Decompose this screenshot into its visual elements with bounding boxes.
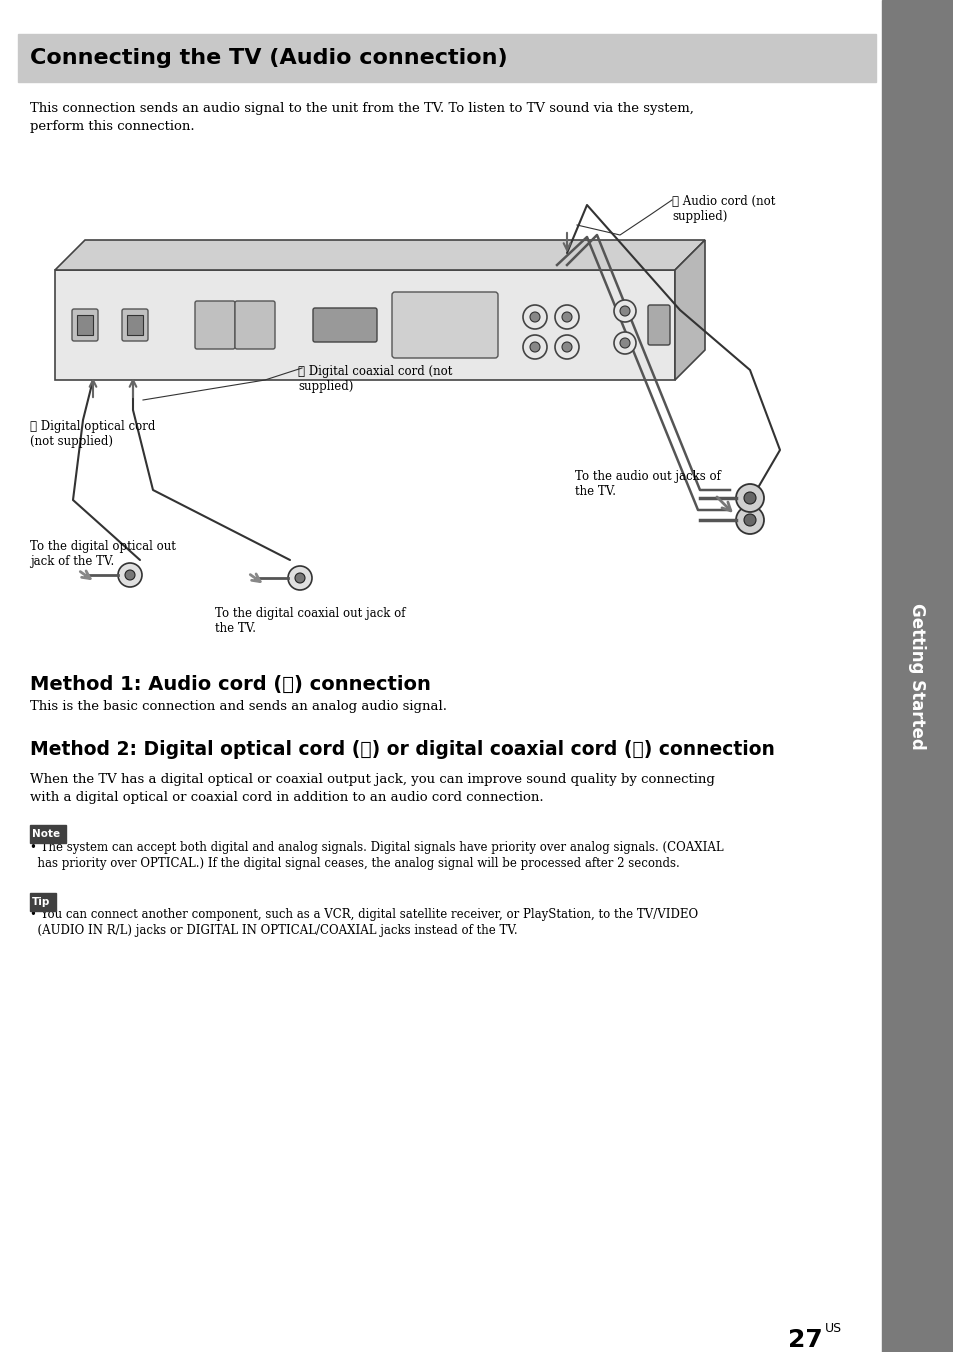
Text: To the audio out jacks of
the TV.: To the audio out jacks of the TV.: [575, 470, 720, 498]
Text: Method 1: Audio cord (ⓓ) connection: Method 1: Audio cord (ⓓ) connection: [30, 675, 431, 694]
Circle shape: [743, 514, 755, 526]
Bar: [18, 34, 875, 82]
Bar: [127, 315, 143, 335]
Polygon shape: [675, 241, 704, 380]
FancyBboxPatch shape: [313, 308, 376, 342]
FancyBboxPatch shape: [647, 306, 669, 345]
Circle shape: [619, 338, 629, 347]
FancyBboxPatch shape: [234, 301, 274, 349]
Text: • The system can accept both digital and analog signals. Digital signals have pr: • The system can accept both digital and…: [30, 841, 723, 854]
FancyBboxPatch shape: [71, 310, 98, 341]
Circle shape: [125, 571, 135, 580]
Circle shape: [735, 484, 763, 512]
Text: To the digital coaxial out jack of
the TV.: To the digital coaxial out jack of the T…: [214, 607, 405, 635]
Polygon shape: [55, 241, 704, 270]
Circle shape: [619, 306, 629, 316]
Text: ⓔ Digital optical cord
(not supplied): ⓔ Digital optical cord (not supplied): [30, 420, 155, 448]
Text: Tip: Tip: [32, 896, 51, 907]
Text: Note: Note: [32, 829, 60, 840]
Text: (AUDIO IN R/L) jacks or DIGITAL IN OPTICAL/COAXIAL jacks instead of the TV.: (AUDIO IN R/L) jacks or DIGITAL IN OPTIC…: [30, 923, 517, 937]
FancyBboxPatch shape: [194, 301, 234, 349]
FancyBboxPatch shape: [392, 292, 497, 358]
Circle shape: [614, 300, 636, 322]
Circle shape: [294, 573, 305, 583]
FancyBboxPatch shape: [122, 310, 148, 341]
Text: This is the basic connection and sends an analog audio signal.: This is the basic connection and sends a…: [30, 700, 447, 713]
Bar: [882, 0, 953, 1352]
Circle shape: [561, 312, 572, 322]
Text: To the digital optical out
jack of the TV.: To the digital optical out jack of the T…: [30, 539, 175, 568]
Circle shape: [288, 566, 312, 589]
Text: Getting Started: Getting Started: [907, 603, 925, 749]
Polygon shape: [55, 270, 675, 380]
Circle shape: [561, 342, 572, 352]
Text: • You can connect another component, such as a VCR, digital satellite receiver, : • You can connect another component, suc…: [30, 909, 698, 921]
Text: with a digital optical or coaxial cord in addition to an audio cord connection.: with a digital optical or coaxial cord i…: [30, 791, 543, 804]
Bar: [30, 825, 66, 844]
Text: This connection sends an audio signal to the unit from the TV. To listen to TV s: This connection sends an audio signal to…: [30, 101, 693, 115]
Circle shape: [743, 492, 755, 504]
Circle shape: [555, 306, 578, 329]
Circle shape: [614, 333, 636, 354]
Bar: [30, 894, 56, 911]
Text: US: US: [824, 1322, 841, 1334]
Text: ⓓ Audio cord (not
supplied): ⓓ Audio cord (not supplied): [671, 195, 775, 223]
Circle shape: [522, 306, 546, 329]
Text: When the TV has a digital optical or coaxial output jack, you can improve sound : When the TV has a digital optical or coa…: [30, 773, 714, 786]
Circle shape: [522, 335, 546, 360]
Circle shape: [530, 342, 539, 352]
Text: Connecting the TV (Audio connection): Connecting the TV (Audio connection): [30, 49, 507, 68]
Text: has priority over OPTICAL.) If the digital signal ceases, the analog signal will: has priority over OPTICAL.) If the digit…: [30, 857, 679, 869]
Circle shape: [735, 506, 763, 534]
Bar: [77, 315, 92, 335]
Circle shape: [118, 562, 142, 587]
Text: ⓕ Digital coaxial cord (not
supplied): ⓕ Digital coaxial cord (not supplied): [297, 365, 452, 393]
Text: perform this connection.: perform this connection.: [30, 120, 194, 132]
Text: Method 2: Digital optical cord (ⓔ) or digital coaxial cord (ⓕ) connection: Method 2: Digital optical cord (ⓔ) or di…: [30, 740, 774, 758]
Circle shape: [530, 312, 539, 322]
Text: 27: 27: [787, 1328, 822, 1352]
Circle shape: [555, 335, 578, 360]
